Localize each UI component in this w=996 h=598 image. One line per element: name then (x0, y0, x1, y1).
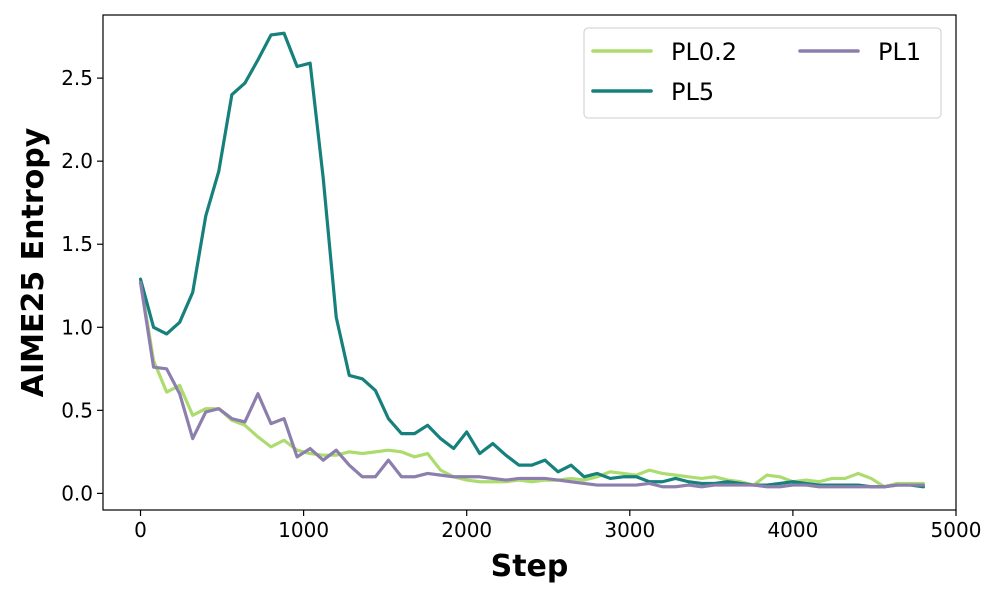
x-tick-label: 2000 (441, 518, 492, 542)
y-tick-label: 0.5 (61, 398, 93, 422)
x-axis-title: Step (491, 549, 569, 584)
x-tick-label: 5000 (931, 518, 982, 542)
series-line-pl1 (138, 280, 925, 489)
axes-layer: 0 1000 2000 3000 4000 5000 0.0 0.5 1.0 1.5 2.0 2.5 (61, 14, 982, 542)
x-tick-label: 3000 (604, 518, 655, 542)
legend-label: PL1 (878, 38, 921, 66)
x-tick-label: 4000 (767, 518, 818, 542)
y-tick-label: 1.5 (61, 232, 93, 256)
y-tick-label: 1.0 (61, 315, 93, 339)
x-tick-label: 1000 (278, 518, 329, 542)
y-axis-title: AIME25 Entropy (16, 127, 51, 397)
y-tick-label: 0.0 (61, 481, 93, 505)
legend-label: PL5 (671, 78, 714, 106)
legend: PL0.2 PL5 PL1 (583, 27, 942, 119)
x-tick-label: 0 (134, 518, 147, 542)
plot-frame (102, 14, 957, 511)
series-line-pl5 (138, 31, 925, 489)
series-layer (138, 31, 925, 489)
y-tick-label: 2.0 (61, 149, 93, 173)
legend-label: PL0.2 (671, 38, 737, 66)
y-tick-label: 2.5 (61, 66, 93, 90)
